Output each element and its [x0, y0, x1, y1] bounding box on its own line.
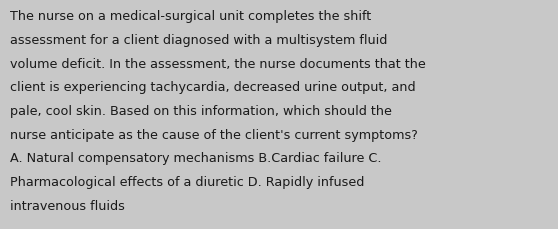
Text: assessment for a client diagnosed with a multisystem fluid: assessment for a client diagnosed with a…	[10, 34, 387, 47]
Text: client is experiencing tachycardia, decreased urine output, and: client is experiencing tachycardia, decr…	[10, 81, 416, 94]
Text: volume deficit. In the assessment, the nurse documents that the: volume deficit. In the assessment, the n…	[10, 57, 426, 71]
Text: intravenous fluids: intravenous fluids	[10, 199, 125, 212]
Text: nurse anticipate as the cause of the client's current symptoms?: nurse anticipate as the cause of the cli…	[10, 128, 418, 141]
Text: The nurse on a medical-surgical unit completes the shift: The nurse on a medical-surgical unit com…	[10, 10, 371, 23]
Text: Pharmacological effects of a diuretic D. Rapidly infused: Pharmacological effects of a diuretic D.…	[10, 175, 364, 188]
Text: A. Natural compensatory mechanisms B.Cardiac failure C.: A. Natural compensatory mechanisms B.Car…	[10, 152, 382, 165]
Text: pale, cool skin. Based on this information, which should the: pale, cool skin. Based on this informati…	[10, 105, 392, 118]
